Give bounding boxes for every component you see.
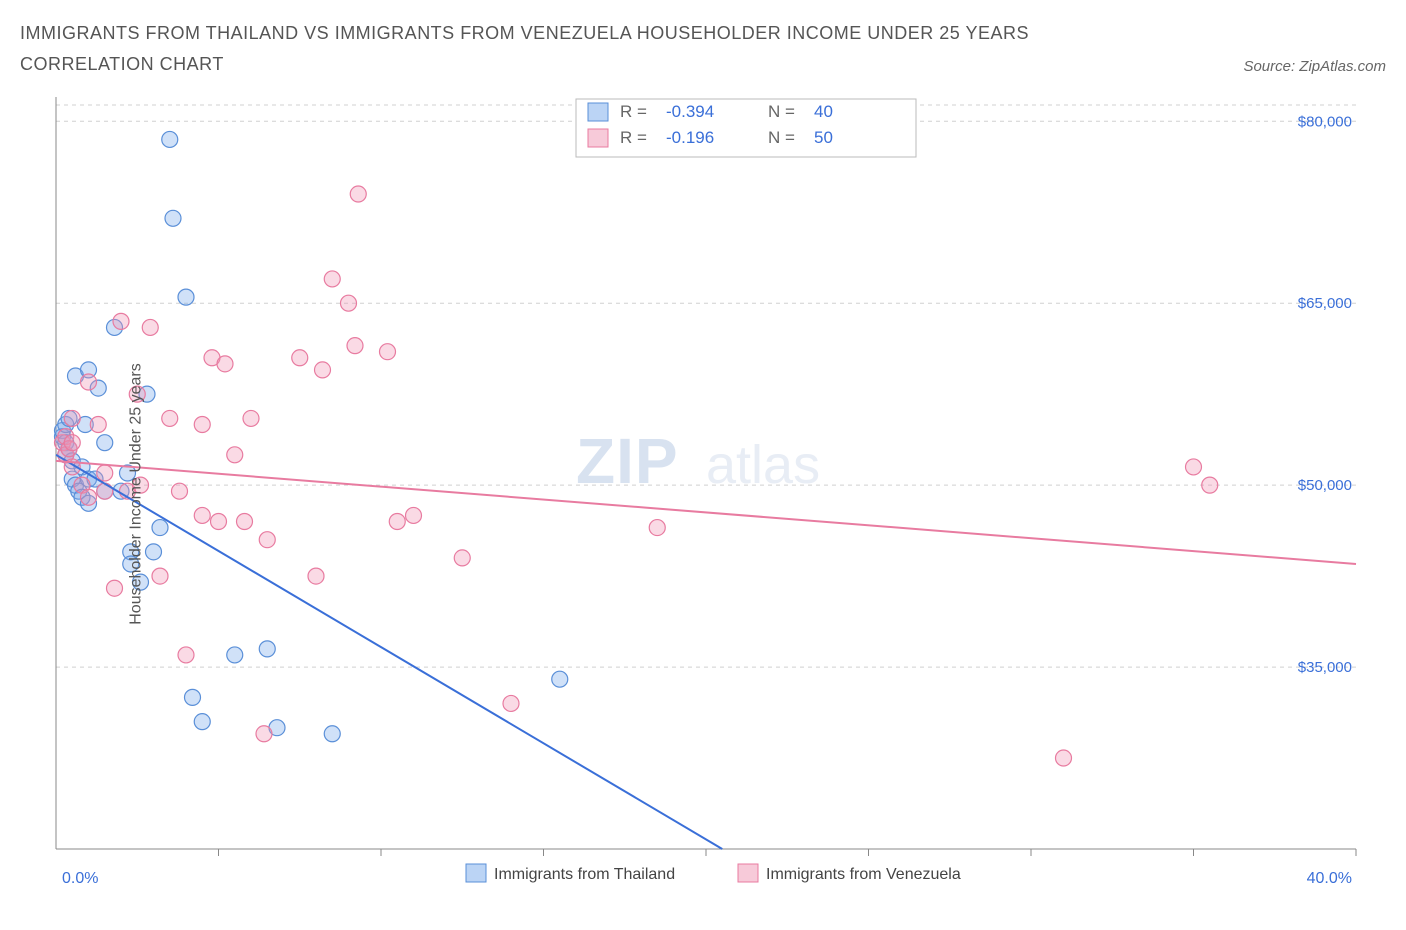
chart-container: Householder Income Under 25 years ZIP atl… bbox=[20, 89, 1386, 899]
y-tick-label: $35,000 bbox=[1298, 659, 1352, 676]
data-point bbox=[341, 295, 357, 311]
stat-n-label: N = bbox=[768, 128, 795, 147]
data-point bbox=[350, 186, 366, 202]
data-point bbox=[64, 435, 80, 451]
y-tick-label: $50,000 bbox=[1298, 477, 1352, 494]
legend-swatch-icon bbox=[588, 103, 608, 121]
stat-r-value: -0.394 bbox=[666, 102, 714, 121]
data-point bbox=[97, 465, 113, 481]
data-point bbox=[152, 568, 168, 584]
data-point bbox=[162, 132, 178, 148]
data-point bbox=[113, 314, 129, 330]
data-point bbox=[194, 508, 210, 524]
legend-label: Immigrants from Thailand bbox=[494, 866, 675, 883]
header-row: IMMIGRANTS FROM THAILAND VS IMMIGRANTS F… bbox=[20, 18, 1386, 79]
x-axis-max-label: 40.0% bbox=[1307, 870, 1352, 887]
data-point bbox=[324, 271, 340, 287]
data-point bbox=[81, 374, 97, 390]
chart-title: IMMIGRANTS FROM THAILAND VS IMMIGRANTS F… bbox=[20, 18, 1120, 79]
data-point bbox=[649, 520, 665, 536]
y-axis-label: Householder Income Under 25 years bbox=[128, 363, 146, 624]
stat-r-value: -0.196 bbox=[666, 128, 714, 147]
data-point bbox=[90, 417, 106, 433]
data-point bbox=[178, 647, 194, 663]
data-point bbox=[1056, 750, 1072, 766]
data-point bbox=[211, 514, 227, 530]
data-point bbox=[185, 690, 201, 706]
data-point bbox=[324, 726, 340, 742]
data-point bbox=[217, 356, 233, 372]
data-point bbox=[454, 550, 470, 566]
stat-n-value: 50 bbox=[814, 128, 833, 147]
data-point bbox=[172, 483, 188, 499]
y-tick-label: $65,000 bbox=[1298, 295, 1352, 312]
data-point bbox=[315, 362, 331, 378]
data-point bbox=[1186, 459, 1202, 475]
data-point bbox=[552, 671, 568, 687]
x-axis-min-label: 0.0% bbox=[62, 870, 98, 887]
data-point bbox=[406, 508, 422, 524]
data-point bbox=[194, 417, 210, 433]
data-point bbox=[146, 544, 162, 560]
data-point bbox=[292, 350, 308, 366]
data-point bbox=[256, 726, 272, 742]
data-point bbox=[227, 447, 243, 463]
legend-swatch-icon bbox=[588, 129, 608, 147]
y-tick-label: $80,000 bbox=[1298, 113, 1352, 130]
data-point bbox=[162, 411, 178, 427]
data-point bbox=[64, 411, 80, 427]
data-point bbox=[1202, 477, 1218, 493]
scatter-chart: ZIP atlas $35,000 $50,000 $65,000 $80,000 R =-… bbox=[20, 89, 1386, 899]
data-point bbox=[503, 696, 519, 712]
source-attribution: Source: ZipAtlas.com bbox=[1243, 58, 1386, 79]
stat-r-label: R = bbox=[620, 102, 647, 121]
stat-r-label: R = bbox=[620, 128, 647, 147]
data-point bbox=[165, 210, 181, 226]
legend-swatch-icon bbox=[738, 864, 758, 882]
data-point bbox=[347, 338, 363, 354]
data-point bbox=[81, 489, 97, 505]
data-point bbox=[308, 568, 324, 584]
data-point bbox=[227, 647, 243, 663]
data-point bbox=[237, 514, 253, 530]
legend-swatch-icon bbox=[466, 864, 486, 882]
data-point bbox=[152, 520, 168, 536]
data-point bbox=[107, 580, 123, 596]
watermark-text: atlas bbox=[706, 435, 820, 495]
data-point bbox=[178, 289, 194, 305]
data-point bbox=[194, 714, 210, 730]
data-point bbox=[97, 483, 113, 499]
data-point bbox=[389, 514, 405, 530]
stat-n-label: N = bbox=[768, 102, 795, 121]
data-point bbox=[259, 641, 275, 657]
data-point bbox=[142, 320, 158, 336]
data-point bbox=[97, 435, 113, 451]
stat-n-value: 40 bbox=[814, 102, 833, 121]
data-point bbox=[380, 344, 396, 360]
data-point bbox=[243, 411, 259, 427]
legend-label: Immigrants from Venezuela bbox=[766, 866, 961, 883]
watermark-icon: ZIP bbox=[576, 425, 679, 497]
trend-line bbox=[56, 455, 722, 849]
data-point bbox=[259, 532, 275, 548]
